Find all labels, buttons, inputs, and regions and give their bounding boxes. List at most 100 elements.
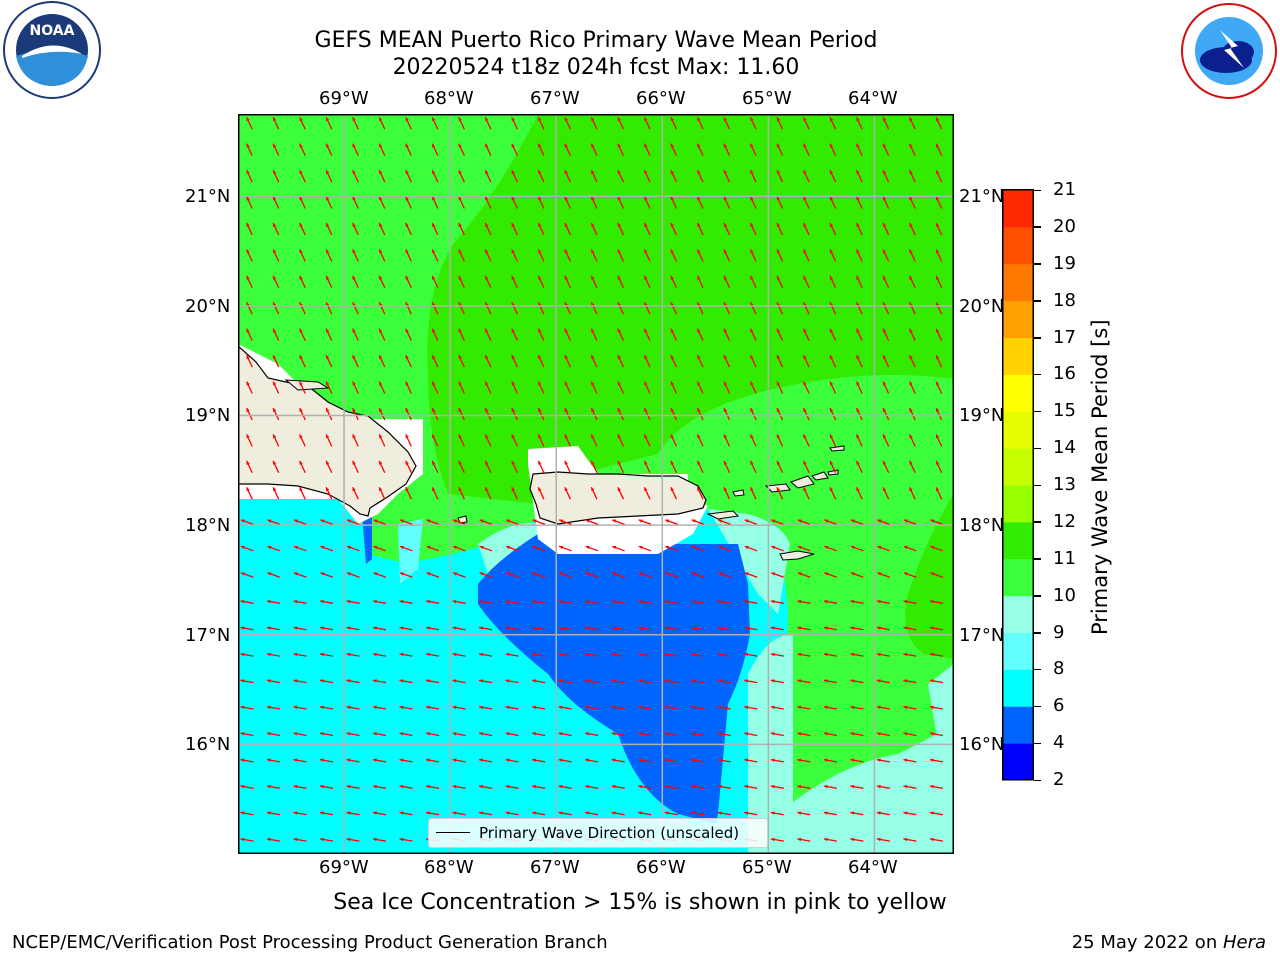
colorbar-tick-mark [1034, 779, 1041, 781]
wave-arrow-head [850, 545, 855, 550]
wave-arrow-head [564, 249, 568, 254]
wave-arrow-head [505, 705, 510, 710]
wave-arrow-head [723, 407, 728, 412]
wave-arrow-head [564, 222, 568, 227]
wave-arrow-head [591, 434, 595, 439]
wave-arrow-head [930, 572, 935, 576]
wave-arrow-head [432, 328, 436, 333]
wave-arrow-head [876, 705, 881, 710]
wave-arrow-head [453, 572, 458, 576]
wave-arrow-head [506, 519, 511, 523]
wave-arrow-head [458, 249, 462, 254]
wave-arrow-head [670, 328, 675, 333]
wave-arrow-head [293, 758, 298, 762]
wave-arrow-head [511, 381, 515, 386]
wave-arrow-head [379, 222, 383, 227]
wave-arrow-head [697, 143, 701, 148]
wave-arrow-head [823, 732, 828, 736]
wave-arrow-head [399, 652, 404, 657]
wave-arrow-head [266, 599, 271, 604]
wave-arrow-head [240, 572, 245, 576]
lon-label-top: 65°W [742, 88, 792, 109]
wave-arrow-head [352, 407, 356, 412]
wave-arrow-head [664, 626, 669, 630]
wave-arrow-head [511, 196, 515, 201]
wave-arrow-head [611, 652, 616, 657]
wave-arrow-head [299, 117, 303, 122]
colorbar-segment [1003, 226, 1033, 265]
wave-arrow-head [744, 652, 749, 657]
wave-arrow-head [373, 679, 377, 683]
wave-arrow-head [379, 407, 383, 412]
wave-arrow-head [266, 705, 271, 710]
wave-arrow-head [293, 599, 298, 604]
wave-arrow-head [776, 407, 781, 412]
wave-arrow-head [876, 811, 881, 815]
colorbar-tick-label: 4 [1053, 732, 1065, 754]
wave-arrow-head [797, 519, 802, 523]
wave-arrow-head [564, 196, 568, 201]
wave-arrow-head [591, 222, 595, 227]
wave-arrow-head [591, 328, 595, 333]
wave-arrow-head [273, 381, 277, 386]
wave-arrow-head [240, 545, 245, 550]
wave-arrow-head [538, 460, 542, 465]
wave-arrow-head [564, 381, 568, 386]
wave-arrow-head [564, 407, 568, 412]
wave-arrow-head [505, 679, 510, 683]
wave-arrow-head [617, 460, 621, 465]
wave-arrow-head [909, 355, 913, 360]
wave-arrow-head [432, 355, 436, 360]
wave-arrow-head [903, 545, 908, 550]
wave-arrow-head [776, 355, 781, 360]
wave-arrow-head [564, 487, 568, 492]
wave-arrow-head [909, 275, 913, 280]
wave-arrow-head [876, 599, 881, 604]
wave-arrow-head [717, 599, 722, 604]
wave-arrow-head [776, 249, 781, 254]
wave-arrow-head [797, 599, 802, 604]
colorbar-tick-mark [1034, 373, 1041, 376]
wave-arrow-head [538, 143, 542, 148]
wave-arrow-head [670, 222, 675, 227]
wave-arrow-head [856, 249, 860, 254]
wave-arrow-head [426, 784, 430, 789]
wave-arrow-head [876, 679, 881, 683]
wave-arrow-head [405, 249, 409, 254]
wave-arrow-head [346, 811, 351, 815]
colorbar-segment [1003, 485, 1033, 523]
wave-arrow-head [319, 811, 324, 815]
wave-arrow-head [479, 572, 484, 576]
wave-arrow-head [883, 460, 887, 465]
wave-arrow-head [532, 811, 536, 815]
wave-arrow-head [432, 407, 436, 412]
wave-arrow-head [723, 196, 728, 201]
wave-arrow-head [267, 519, 272, 523]
wave-arrow-head [379, 143, 383, 148]
wave-arrow-head [452, 705, 457, 710]
wave-arrow-head [379, 487, 383, 492]
wave-arrow-head [670, 275, 675, 280]
wave-arrow-head [856, 328, 860, 333]
wave-arrow-head [850, 758, 855, 762]
wave-arrow-head [326, 434, 330, 439]
wave-arrow-head [585, 705, 590, 710]
wave-arrow-head [644, 117, 648, 122]
wave-arrow-head [538, 249, 542, 254]
wave-arrow-head [856, 275, 860, 280]
wave-arrow-head [299, 222, 303, 227]
wave-arrow-head [564, 328, 568, 333]
wave-arrow-head [320, 572, 325, 576]
wave-arrow-head [538, 487, 542, 492]
wave-arrow-head [883, 117, 887, 122]
wave-arrow-head [458, 434, 462, 439]
wave-arrow-head [591, 117, 595, 122]
wave-arrow-head [936, 249, 940, 254]
wave-arrow-head [903, 519, 908, 523]
wave-arrow-head [936, 117, 940, 122]
wave-arrow-head [246, 355, 250, 360]
wave-arrow-head [723, 275, 728, 280]
colorbar-segment [1003, 374, 1033, 412]
wave-arrow-head [346, 599, 351, 604]
wave-arrow-head [803, 381, 807, 386]
